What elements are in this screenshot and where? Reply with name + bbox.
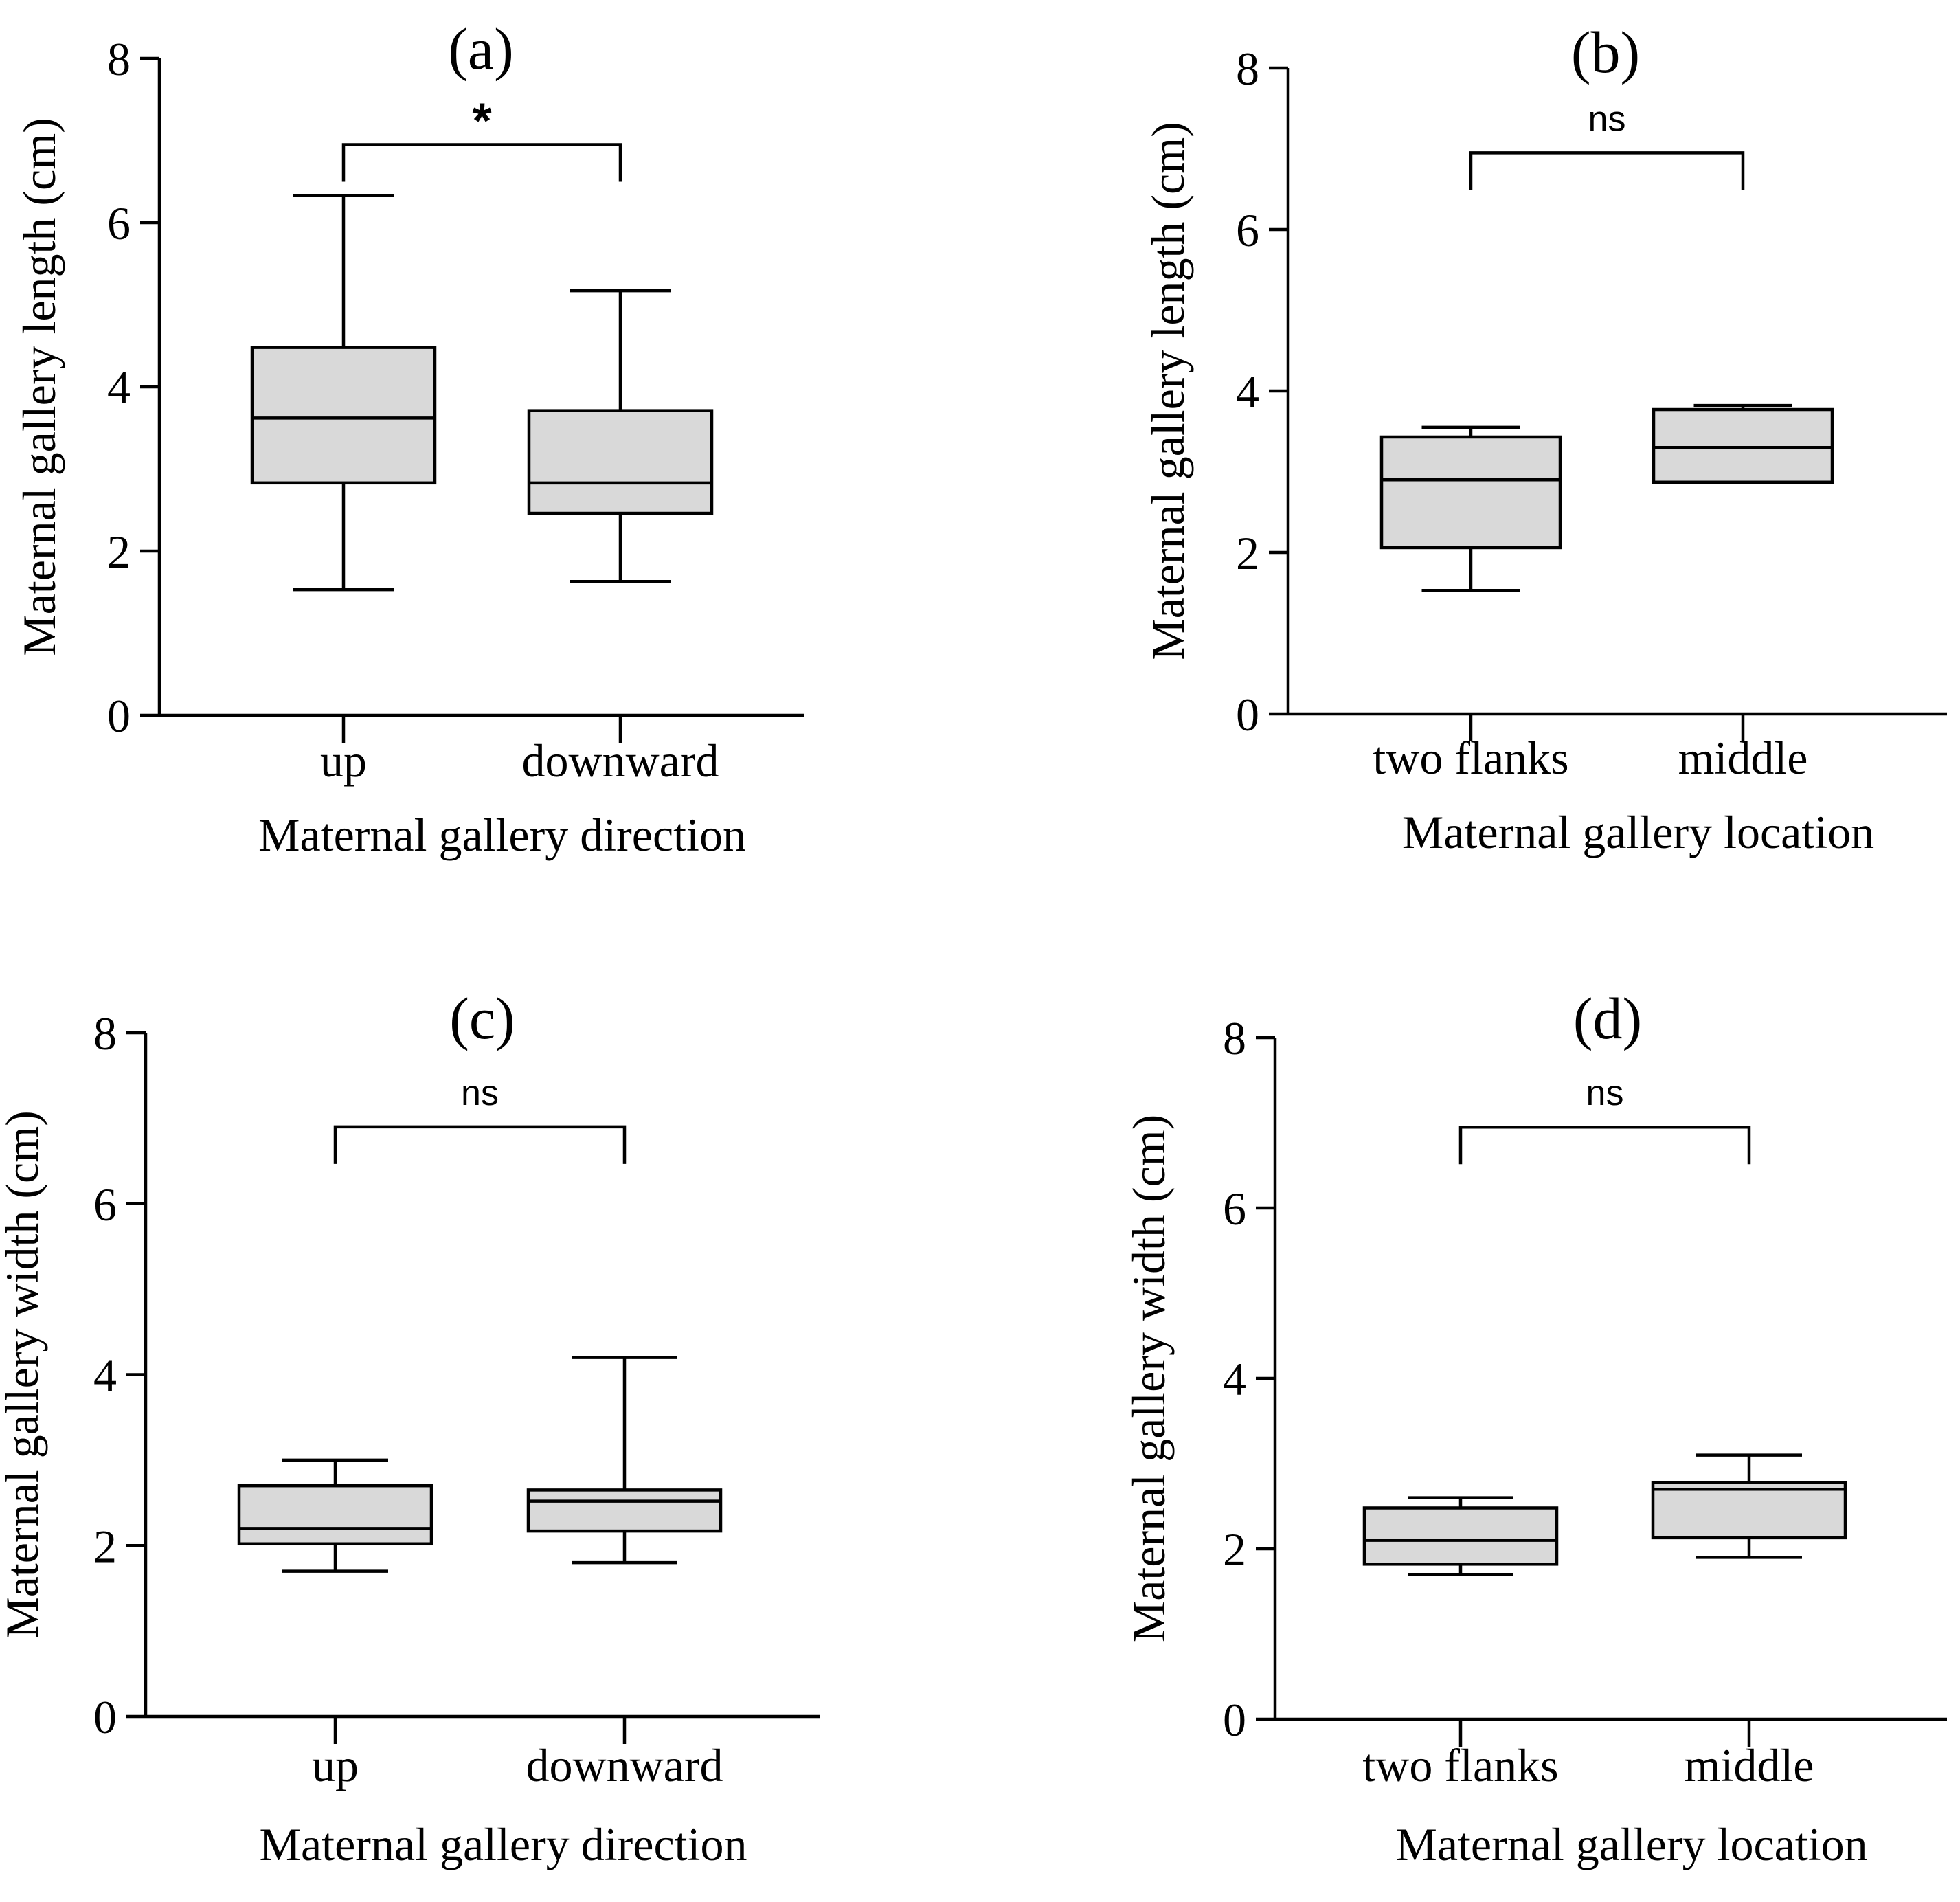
y-tick-label: 8 (1223, 1012, 1246, 1064)
x-axis-title: Maternal gallery location (1395, 1818, 1867, 1870)
x-axis-title: Maternal gallery direction (260, 1818, 747, 1870)
box (1651, 1481, 1847, 1540)
significance-label: ns (461, 1073, 499, 1113)
y-axis-title: Maternal gallery length (cm) (13, 118, 65, 656)
significance-bracket (1469, 151, 1745, 190)
y-axis-title: Maternal gallery width (cm) (0, 1110, 48, 1639)
box (526, 1488, 723, 1533)
y-tick-label: 2 (1236, 527, 1259, 579)
x-tick-label: up (312, 1739, 359, 1791)
y-tick-label: 0 (93, 1691, 117, 1743)
x-axis-title: Maternal gallery direction (258, 809, 746, 861)
y-tick-label: 8 (93, 1007, 117, 1060)
y-axis-title: Maternal gallery width (cm) (1123, 1115, 1175, 1643)
box (237, 1484, 433, 1546)
x-tick-label: two flanks (1373, 732, 1568, 784)
y-tick-label: 4 (107, 361, 131, 414)
y-tick-label: 6 (1223, 1183, 1246, 1235)
y-tick-label: 0 (1236, 689, 1259, 741)
box (1362, 1506, 1559, 1566)
x-axis-title: Maternal gallery location (1402, 806, 1874, 858)
significance-bracket (1458, 1125, 1751, 1165)
y-tick-label: 6 (93, 1178, 117, 1231)
significance-label: ns (1586, 1073, 1624, 1113)
box (250, 346, 437, 485)
box (527, 409, 714, 515)
panel-label: (b) (1571, 19, 1640, 85)
x-tick-label: downward (526, 1739, 723, 1791)
y-tick-label: 4 (93, 1350, 117, 1402)
y-tick-label: 4 (1223, 1353, 1246, 1405)
y-tick-label: 4 (1236, 366, 1259, 418)
y-tick-label: 0 (107, 690, 131, 742)
y-axis-title: Maternal gallery length (cm) (1142, 122, 1194, 660)
x-tick-label: up (320, 735, 367, 787)
box (1379, 435, 1562, 550)
panel-label: (d) (1573, 985, 1642, 1051)
y-tick-label: 8 (1236, 43, 1259, 95)
x-tick-label: middle (1685, 1739, 1814, 1791)
significance-label: * (472, 93, 491, 148)
panel-label: (a) (448, 16, 513, 82)
box (1652, 407, 1834, 484)
y-tick-label: 8 (107, 33, 131, 85)
y-tick-label: 2 (93, 1520, 117, 1572)
significance-label: ns (1588, 99, 1626, 139)
y-tick-label: 2 (107, 526, 131, 578)
significance-bracket (341, 143, 622, 182)
x-tick-label: downward (521, 735, 719, 787)
y-tick-label: 6 (107, 197, 131, 249)
y-tick-label: 0 (1223, 1694, 1246, 1746)
y-tick-label: 2 (1223, 1523, 1246, 1576)
x-tick-label: middle (1678, 732, 1808, 784)
significance-bracket (333, 1125, 627, 1164)
panel-label: (c) (449, 985, 515, 1051)
x-tick-label: two flanks (1362, 1739, 1558, 1791)
y-tick-label: 6 (1236, 204, 1259, 256)
